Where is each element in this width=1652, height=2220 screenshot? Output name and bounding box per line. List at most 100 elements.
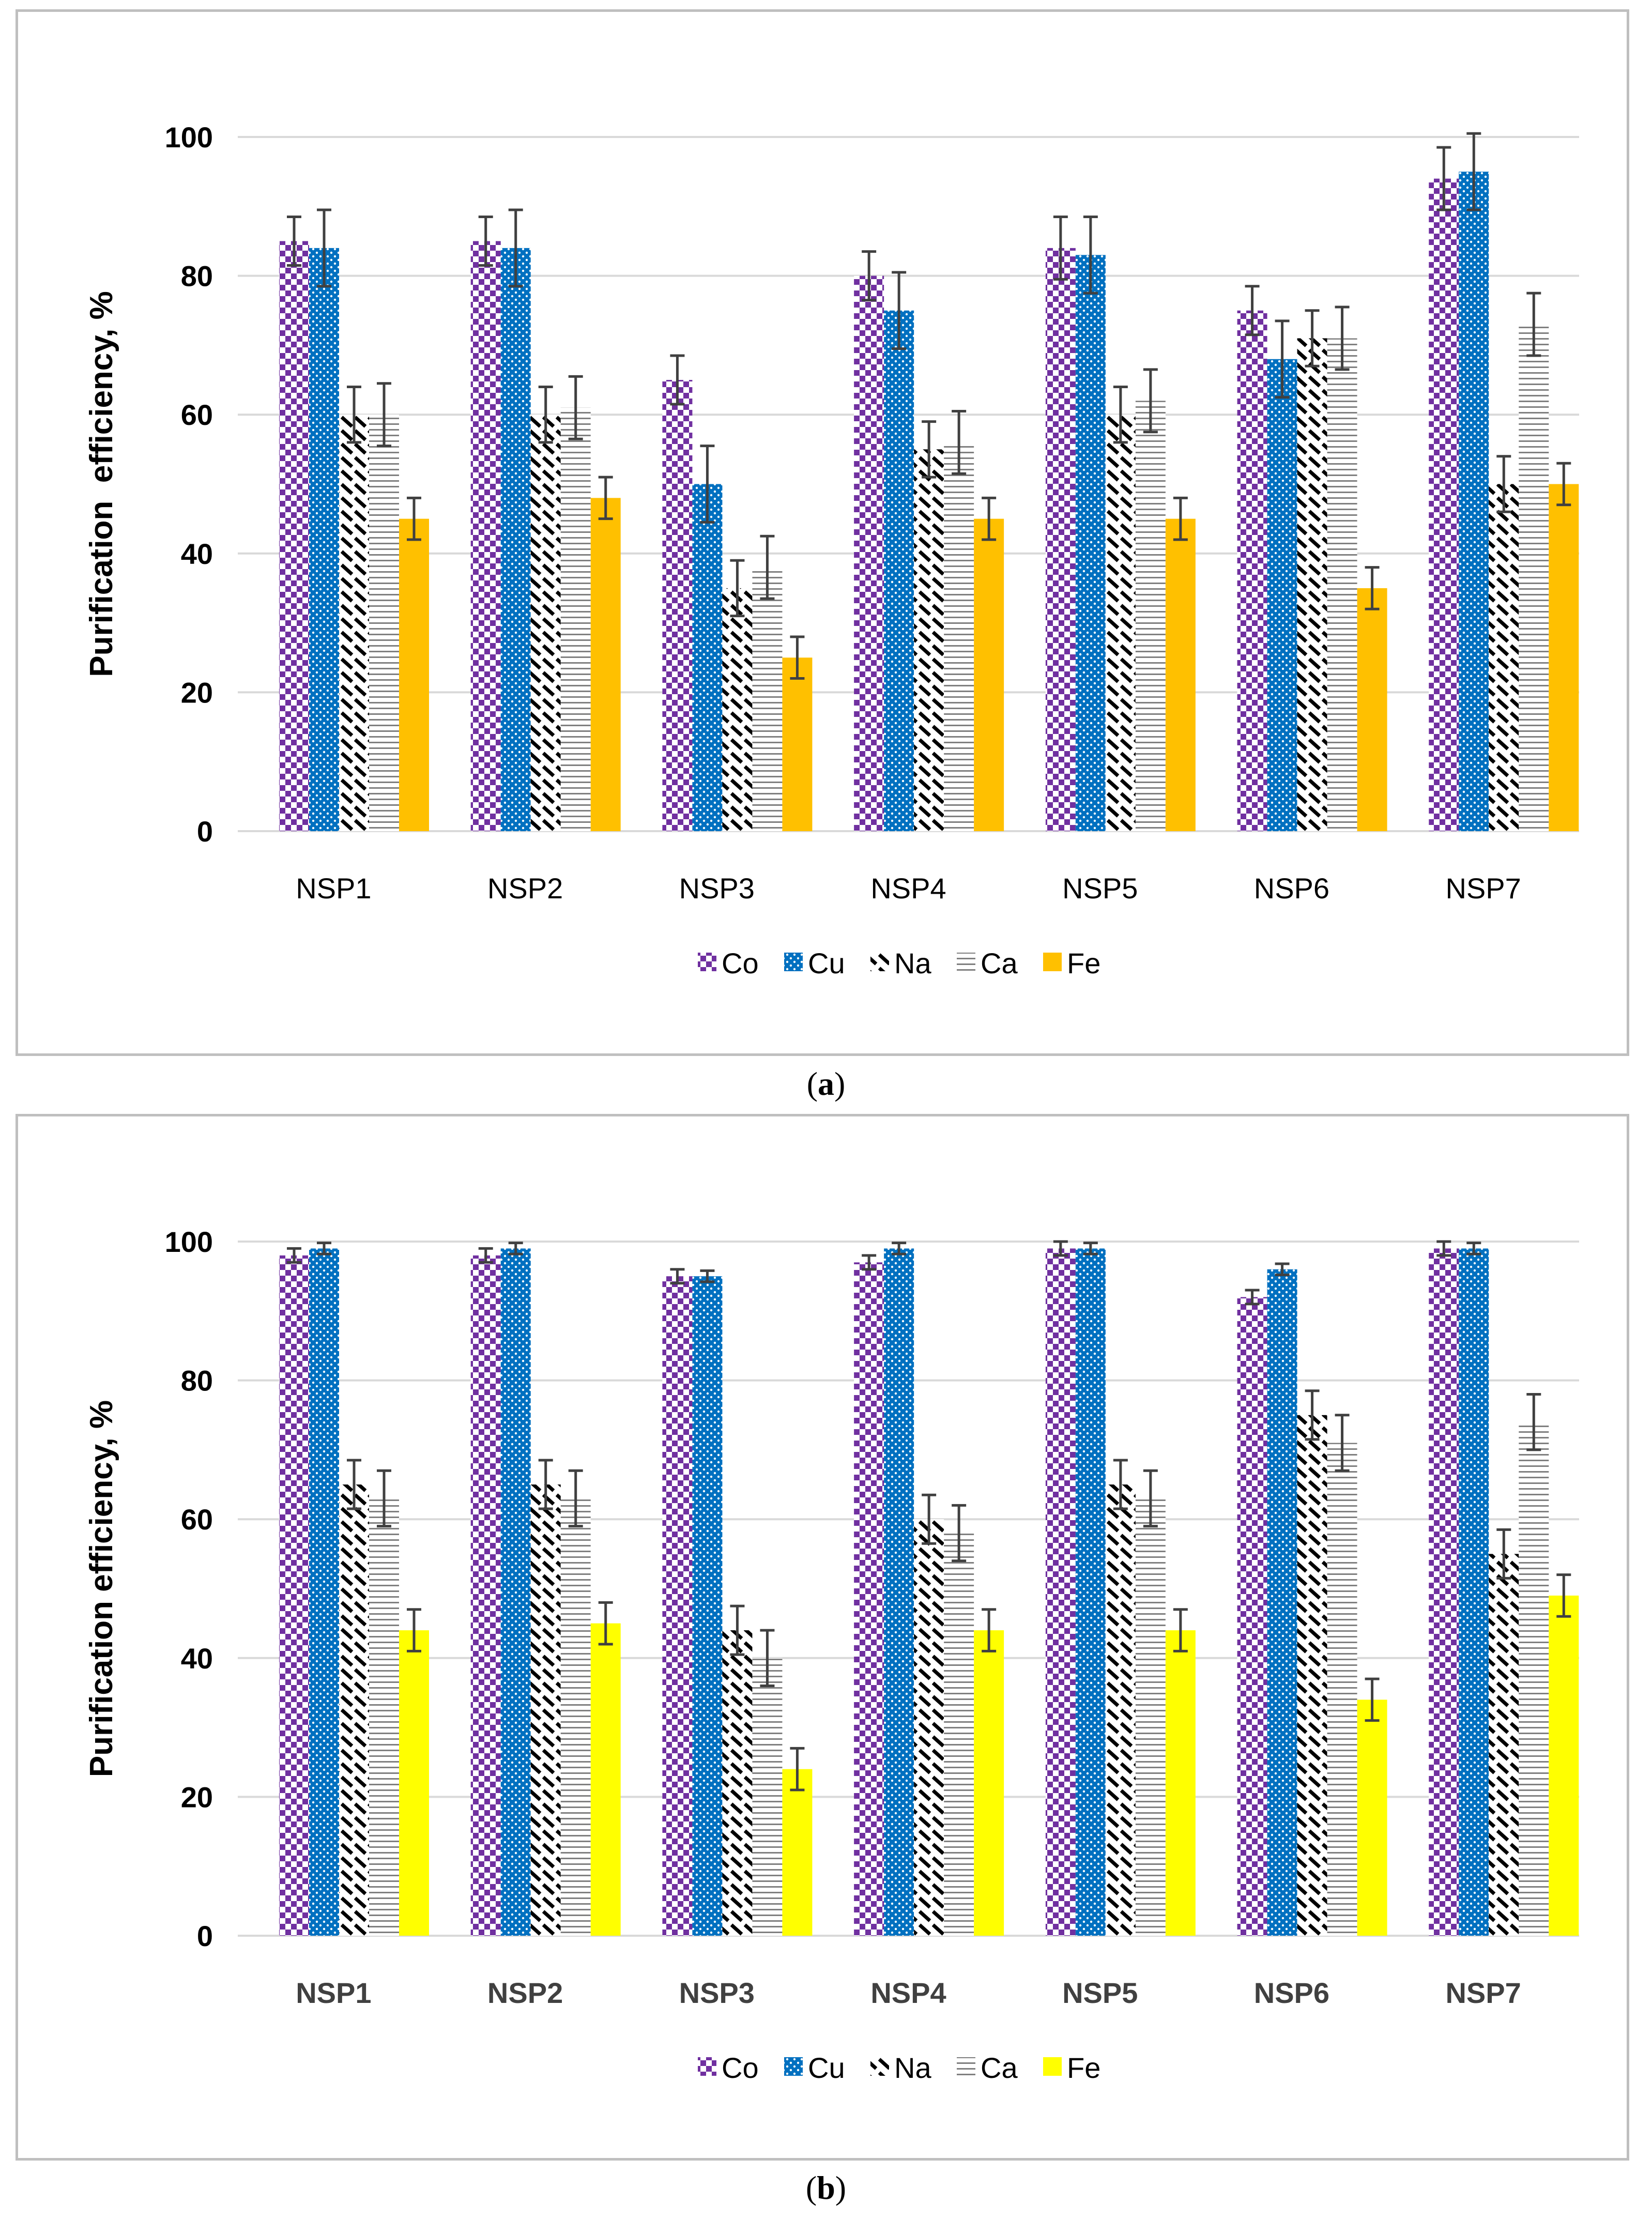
error-bar-fe-nsp2 bbox=[598, 1601, 613, 1646]
bar-cu-nsp7 bbox=[1459, 172, 1489, 831]
error-bar-ca-nsp3 bbox=[760, 534, 775, 600]
x-tick-label-nsp2: NSP2 bbox=[487, 872, 563, 905]
error-bar-co-nsp4 bbox=[862, 250, 877, 302]
bar-fe-nsp1 bbox=[399, 1630, 429, 1936]
error-bar-ca-nsp1 bbox=[377, 1469, 391, 1528]
error-bar-na-nsp6 bbox=[1305, 1389, 1320, 1441]
y-tick-label-80: 80 bbox=[181, 1365, 213, 1397]
bar-fe-nsp6 bbox=[1357, 1700, 1387, 1936]
bar-ca-nsp3 bbox=[752, 567, 783, 831]
bar-cu-nsp6 bbox=[1267, 359, 1297, 831]
bar-cu-nsp4 bbox=[884, 1248, 914, 1936]
bar-ca-nsp2 bbox=[560, 1498, 591, 1936]
bar-co-nsp3 bbox=[662, 380, 693, 831]
bar-chart-a: 0 20 40 60 80 100 Purification efficiency, % NS… bbox=[84, 121, 1579, 979]
bar-co-nsp3 bbox=[662, 1276, 693, 1936]
bar-cu-nsp6 bbox=[1267, 1269, 1297, 1936]
bar-fe-nsp7 bbox=[1549, 484, 1579, 831]
legend-swatch-ca bbox=[957, 953, 975, 971]
y-axis-label: Purification efficiency, % bbox=[84, 1400, 119, 1777]
error-bar-na-nsp6 bbox=[1305, 309, 1320, 368]
error-bar-fe-nsp7 bbox=[1556, 462, 1571, 507]
error-bar-na-nsp4 bbox=[922, 1493, 937, 1545]
bar-na-nsp2 bbox=[530, 1484, 561, 1936]
error-bar-fe-nsp1 bbox=[407, 1608, 421, 1652]
bar-na-nsp6 bbox=[1297, 338, 1327, 831]
error-bar-ca-nsp4 bbox=[952, 1504, 967, 1563]
bar-cu-nsp1 bbox=[309, 1248, 339, 1936]
bar-fe-nsp2 bbox=[590, 1623, 621, 1936]
bar-co-nsp4 bbox=[854, 275, 884, 831]
x-tick-label-nsp3: NSP3 bbox=[679, 1977, 755, 2009]
bar-cu-nsp5 bbox=[1075, 1248, 1106, 1936]
y-axis-label: Purification efficiency, % bbox=[84, 291, 119, 677]
bar-na-nsp1 bbox=[339, 1484, 369, 1936]
error-bar-na-nsp5 bbox=[1113, 385, 1128, 444]
bar-na-nsp7 bbox=[1489, 1554, 1519, 1936]
bar-fe-nsp3 bbox=[782, 657, 813, 831]
caption-b: (b) bbox=[805, 2169, 847, 2206]
bar-cu-nsp1 bbox=[309, 248, 339, 831]
bar-co-nsp2 bbox=[470, 241, 501, 832]
error-bar-co-nsp5 bbox=[1053, 215, 1068, 281]
legend-label-co: Co bbox=[722, 2051, 759, 2084]
bar-co-nsp6 bbox=[1237, 310, 1267, 831]
error-bar-fe-nsp4 bbox=[982, 1608, 997, 1652]
y-tick-label-100: 100 bbox=[165, 1226, 213, 1258]
error-bar-na-nsp4 bbox=[922, 420, 937, 479]
legend-swatch-co bbox=[698, 953, 716, 971]
bar-na-nsp1 bbox=[339, 415, 369, 831]
error-bar-co-nsp7 bbox=[1436, 1240, 1451, 1257]
bar-na-nsp6 bbox=[1297, 1415, 1327, 1936]
error-bar-cu-nsp3 bbox=[700, 445, 715, 524]
legend-label-fe: Fe bbox=[1067, 2051, 1100, 2084]
error-bar-ca-nsp4 bbox=[952, 409, 967, 475]
legend-label-fe: Fe bbox=[1067, 947, 1100, 979]
bar-ca-nsp5 bbox=[1135, 401, 1166, 831]
bar-cu-nsp7 bbox=[1459, 1248, 1489, 1936]
error-bar-ca-nsp5 bbox=[1143, 1469, 1158, 1528]
error-bar-cu-nsp4 bbox=[892, 271, 907, 350]
bar-fe-nsp3 bbox=[782, 1769, 813, 1936]
bar-co-nsp6 bbox=[1237, 1297, 1267, 1936]
error-bar-fe-nsp6 bbox=[1365, 1677, 1380, 1722]
y-tick-label-60: 60 bbox=[181, 399, 213, 431]
y-tick-label-20: 20 bbox=[181, 676, 213, 709]
chart-panel-a: 0 20 40 60 80 100 Purification efficiency, % NS… bbox=[16, 9, 1629, 1056]
bar-fe-nsp7 bbox=[1549, 1595, 1579, 1936]
legend-label-na: Na bbox=[894, 947, 931, 979]
error-bar-na-nsp3 bbox=[730, 559, 745, 618]
legend-swatch-ca bbox=[957, 2057, 975, 2076]
bar-co-nsp7 bbox=[1429, 1248, 1459, 1936]
error-bar-ca-nsp6 bbox=[1335, 305, 1350, 371]
error-bar-cu-nsp3 bbox=[700, 1269, 715, 1283]
error-bar-fe-nsp6 bbox=[1365, 566, 1380, 610]
bar-cu-nsp3 bbox=[692, 484, 723, 831]
bar-ca-nsp6 bbox=[1327, 338, 1357, 831]
legend-label-cu: Cu bbox=[808, 2051, 845, 2084]
bar-fe-nsp5 bbox=[1165, 518, 1196, 831]
bar-co-nsp4 bbox=[854, 1262, 884, 1936]
x-tick-label-nsp5: NSP5 bbox=[1062, 872, 1138, 905]
error-bar-ca-nsp2 bbox=[568, 1469, 583, 1528]
y-tick-label-40: 40 bbox=[181, 538, 213, 570]
bar-fe-nsp6 bbox=[1357, 588, 1387, 831]
bar-na-nsp4 bbox=[914, 449, 944, 831]
error-bar-co-nsp2 bbox=[478, 1247, 493, 1264]
x-tick-label-nsp6: NSP6 bbox=[1254, 1977, 1329, 2009]
bar-ca-nsp7 bbox=[1519, 324, 1549, 831]
legend-label-na: Na bbox=[894, 2051, 931, 2084]
x-tick-label-nsp4: NSP4 bbox=[870, 1977, 946, 2009]
error-bar-ca-nsp7 bbox=[1526, 1392, 1541, 1451]
error-bar-fe-nsp2 bbox=[598, 476, 613, 520]
error-bar-co-nsp1 bbox=[287, 215, 301, 267]
bar-na-nsp7 bbox=[1489, 484, 1519, 831]
bar-co-nsp1 bbox=[279, 241, 309, 832]
bar-co-nsp5 bbox=[1045, 248, 1076, 831]
error-bar-fe-nsp1 bbox=[407, 496, 421, 541]
bar-co-nsp1 bbox=[279, 1255, 309, 1936]
error-bar-fe-nsp3 bbox=[790, 1747, 805, 1792]
legend-swatch-na bbox=[870, 953, 889, 971]
error-bar-cu-nsp6 bbox=[1275, 319, 1290, 399]
error-bar-fe-nsp5 bbox=[1173, 1608, 1188, 1652]
